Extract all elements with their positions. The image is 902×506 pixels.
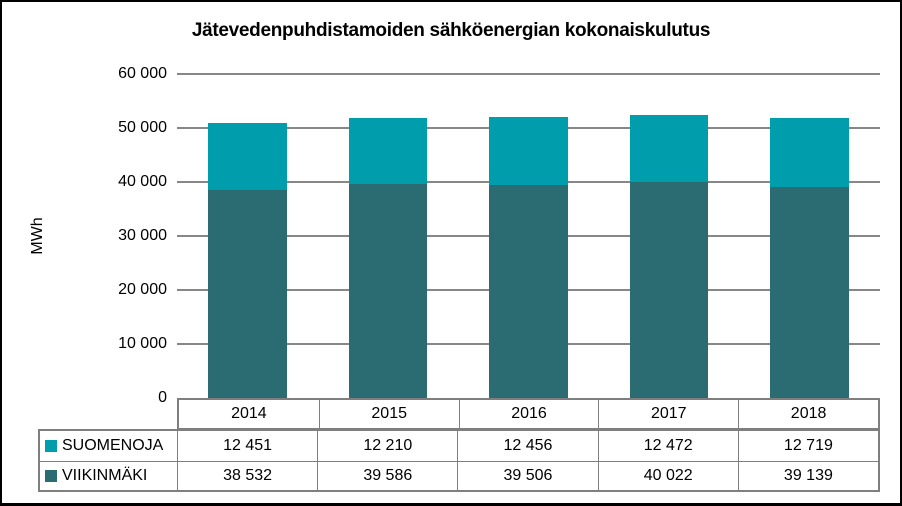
bar-segment-2017-suomenoja (629, 114, 709, 182)
year-header-2016: 2016 (458, 400, 599, 428)
year-header-2017: 2017 (598, 400, 738, 428)
year-header-2018: 2018 (738, 400, 878, 428)
legend-cell-viikinmki: VIIKINMÄKI (40, 460, 177, 491)
y-tick-label-0: 0 (158, 389, 167, 406)
y-tick-label-50000: 50 000 (118, 119, 167, 136)
bar-2014 (177, 74, 318, 398)
bar-2018 (739, 74, 880, 398)
cell-viikinmki-2015: 39 586 (317, 460, 458, 490)
y-tick-label-60000: 60 000 (118, 65, 167, 82)
y-tick-label-40000: 40 000 (118, 173, 167, 190)
bar-segment-2016-suomenoja (489, 117, 568, 185)
bar-segment-2018-suomenoja (770, 117, 850, 187)
plot-area (177, 73, 880, 398)
legend-data-table: SUOMENOJA 12 451 12 210 12 456 12 472 12 719 V… (38, 429, 880, 492)
y-axis-tick-labels: 0 10 000 20 000 30 000 40 000 50 000 60 000 (99, 65, 167, 406)
bar-2017 (599, 74, 740, 398)
bar-segment-2015-viikinmki (348, 184, 428, 398)
cell-suomenoja-2018: 12 719 (737, 431, 878, 461)
legend-label: SUOMENOJA (62, 436, 164, 454)
y-axis-title: MWh (29, 217, 46, 255)
bar-2016 (458, 74, 599, 398)
legend-swatch-icon (45, 469, 57, 482)
cell-suomenoja-2017: 12 472 (597, 431, 738, 461)
chart-title: Jätevedenpuhdistamoiden sähköenergian ko… (191, 20, 711, 41)
bar-segment-2015-suomenoja (348, 118, 428, 185)
cell-suomenoja-2016: 12 456 (457, 431, 597, 461)
y-tick-label-30000: 30 000 (118, 227, 167, 244)
table-year-header-row: 2014 2015 2016 2017 2018 (177, 398, 880, 430)
cell-viikinmki-2016: 39 506 (457, 460, 598, 490)
bar-2015 (318, 74, 459, 398)
cell-viikinmki-2014: 38 532 (177, 460, 318, 490)
cell-suomenoja-2015: 12 210 (317, 431, 457, 461)
y-tick-label-10000: 10 000 (118, 335, 167, 352)
year-header-2014: 2014 (231, 405, 267, 422)
legend-swatch-icon (45, 439, 57, 452)
bar-segment-2014-viikinmki (207, 189, 287, 398)
bar-segment-2014-suomenoja (207, 122, 287, 190)
cell-viikinmki-2017: 40 022 (597, 460, 738, 490)
gridline-60000 (177, 73, 880, 75)
bar-segment-2018-viikinmki (770, 186, 850, 398)
cell-viikinmki-2018: 39 139 (737, 460, 878, 490)
year-header-2015: 2015 (318, 400, 459, 428)
bar-segment-2017-viikinmki (629, 181, 709, 398)
y-tick-label-20000: 20 000 (118, 281, 167, 298)
cell-suomenoja-2014: 12 451 (177, 431, 317, 461)
legend-label: VIIKINMÄKI (62, 466, 148, 484)
bar-segment-2016-viikinmki (489, 184, 568, 398)
legend-cell-suomenoja: SUOMENOJA (40, 431, 177, 461)
